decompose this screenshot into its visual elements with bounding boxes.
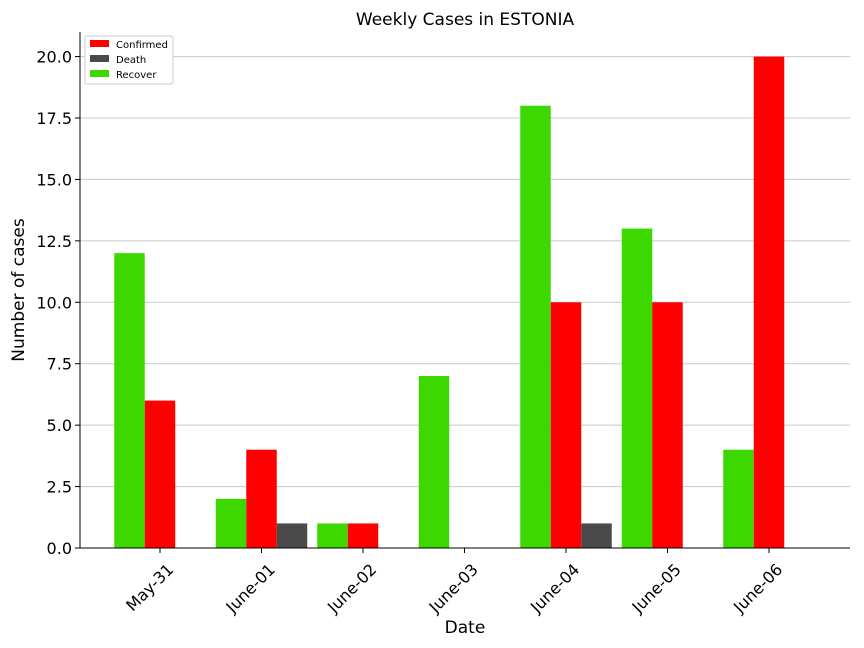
- legend-swatch-death: [90, 55, 109, 62]
- y-ticks: 0.0 2.5 5.0 7.5 10.0 12.5 15.0 17.5 20.0: [36, 48, 80, 558]
- bar-confirmed-june-05: [652, 302, 683, 548]
- y-tick-label: 0.0: [47, 539, 72, 558]
- y-tick-label: 7.5: [47, 355, 72, 374]
- x-tick-label: June-05: [628, 560, 685, 617]
- legend-label-recover: Recover: [116, 70, 157, 81]
- bar-confirmed-june-06: [753, 56, 785, 548]
- y-tick-label: 15.0: [36, 170, 72, 189]
- bar-death-june-01: [276, 523, 308, 548]
- bar-recover-june-06: [723, 449, 754, 548]
- bar-recover-june-05: [621, 228, 653, 549]
- bar-confirmed-june-01: [246, 449, 277, 548]
- x-axis-title: Date: [445, 618, 486, 638]
- bar-recover-june-04: [520, 105, 551, 548]
- legend-label-confirmed: Confirmed: [116, 40, 168, 51]
- y-tick-label: 5.0: [47, 416, 72, 435]
- x-tick-label: June-06: [729, 560, 786, 617]
- legend: Confirmed Death Recover: [84, 35, 174, 85]
- y-tick-label: 10.0: [36, 293, 72, 312]
- x-tick-label: June-02: [323, 560, 380, 617]
- bar-confirmed-june-04: [550, 302, 582, 548]
- y-tick-label: 20.0: [36, 48, 72, 67]
- bar-confirmed-may-31: [144, 400, 176, 548]
- x-tick-label: May-31: [122, 560, 177, 615]
- y-tick-label: 17.5: [36, 109, 72, 128]
- legend-swatch-confirmed: [90, 40, 109, 47]
- bar-recover-june-02: [317, 523, 348, 548]
- x-ticks: May-31 June-01 June-02 June-03 June-04 June-0…: [122, 548, 786, 617]
- bar-recover-june-01: [215, 498, 247, 548]
- bar-death-june-04: [581, 523, 612, 548]
- bar-recover-may-31: [114, 253, 145, 548]
- bar-confirmed-june-02: [347, 523, 379, 548]
- bar-recover-june-03: [418, 376, 450, 548]
- y-tick-label: 2.5: [47, 478, 72, 497]
- legend-label-death: Death: [116, 55, 146, 66]
- x-tick-label: June-04: [526, 560, 583, 617]
- gridlines: [80, 56, 850, 488]
- bars: [114, 56, 785, 549]
- x-tick-label: June-03: [425, 560, 482, 617]
- legend-swatch-recover: [90, 70, 109, 77]
- x-tick-label: June-01: [222, 560, 279, 617]
- y-tick-label: 12.5: [36, 232, 72, 251]
- chart-title: Weekly Cases in ESTONIA: [356, 10, 575, 30]
- y-axis-title: Number of cases: [9, 218, 29, 362]
